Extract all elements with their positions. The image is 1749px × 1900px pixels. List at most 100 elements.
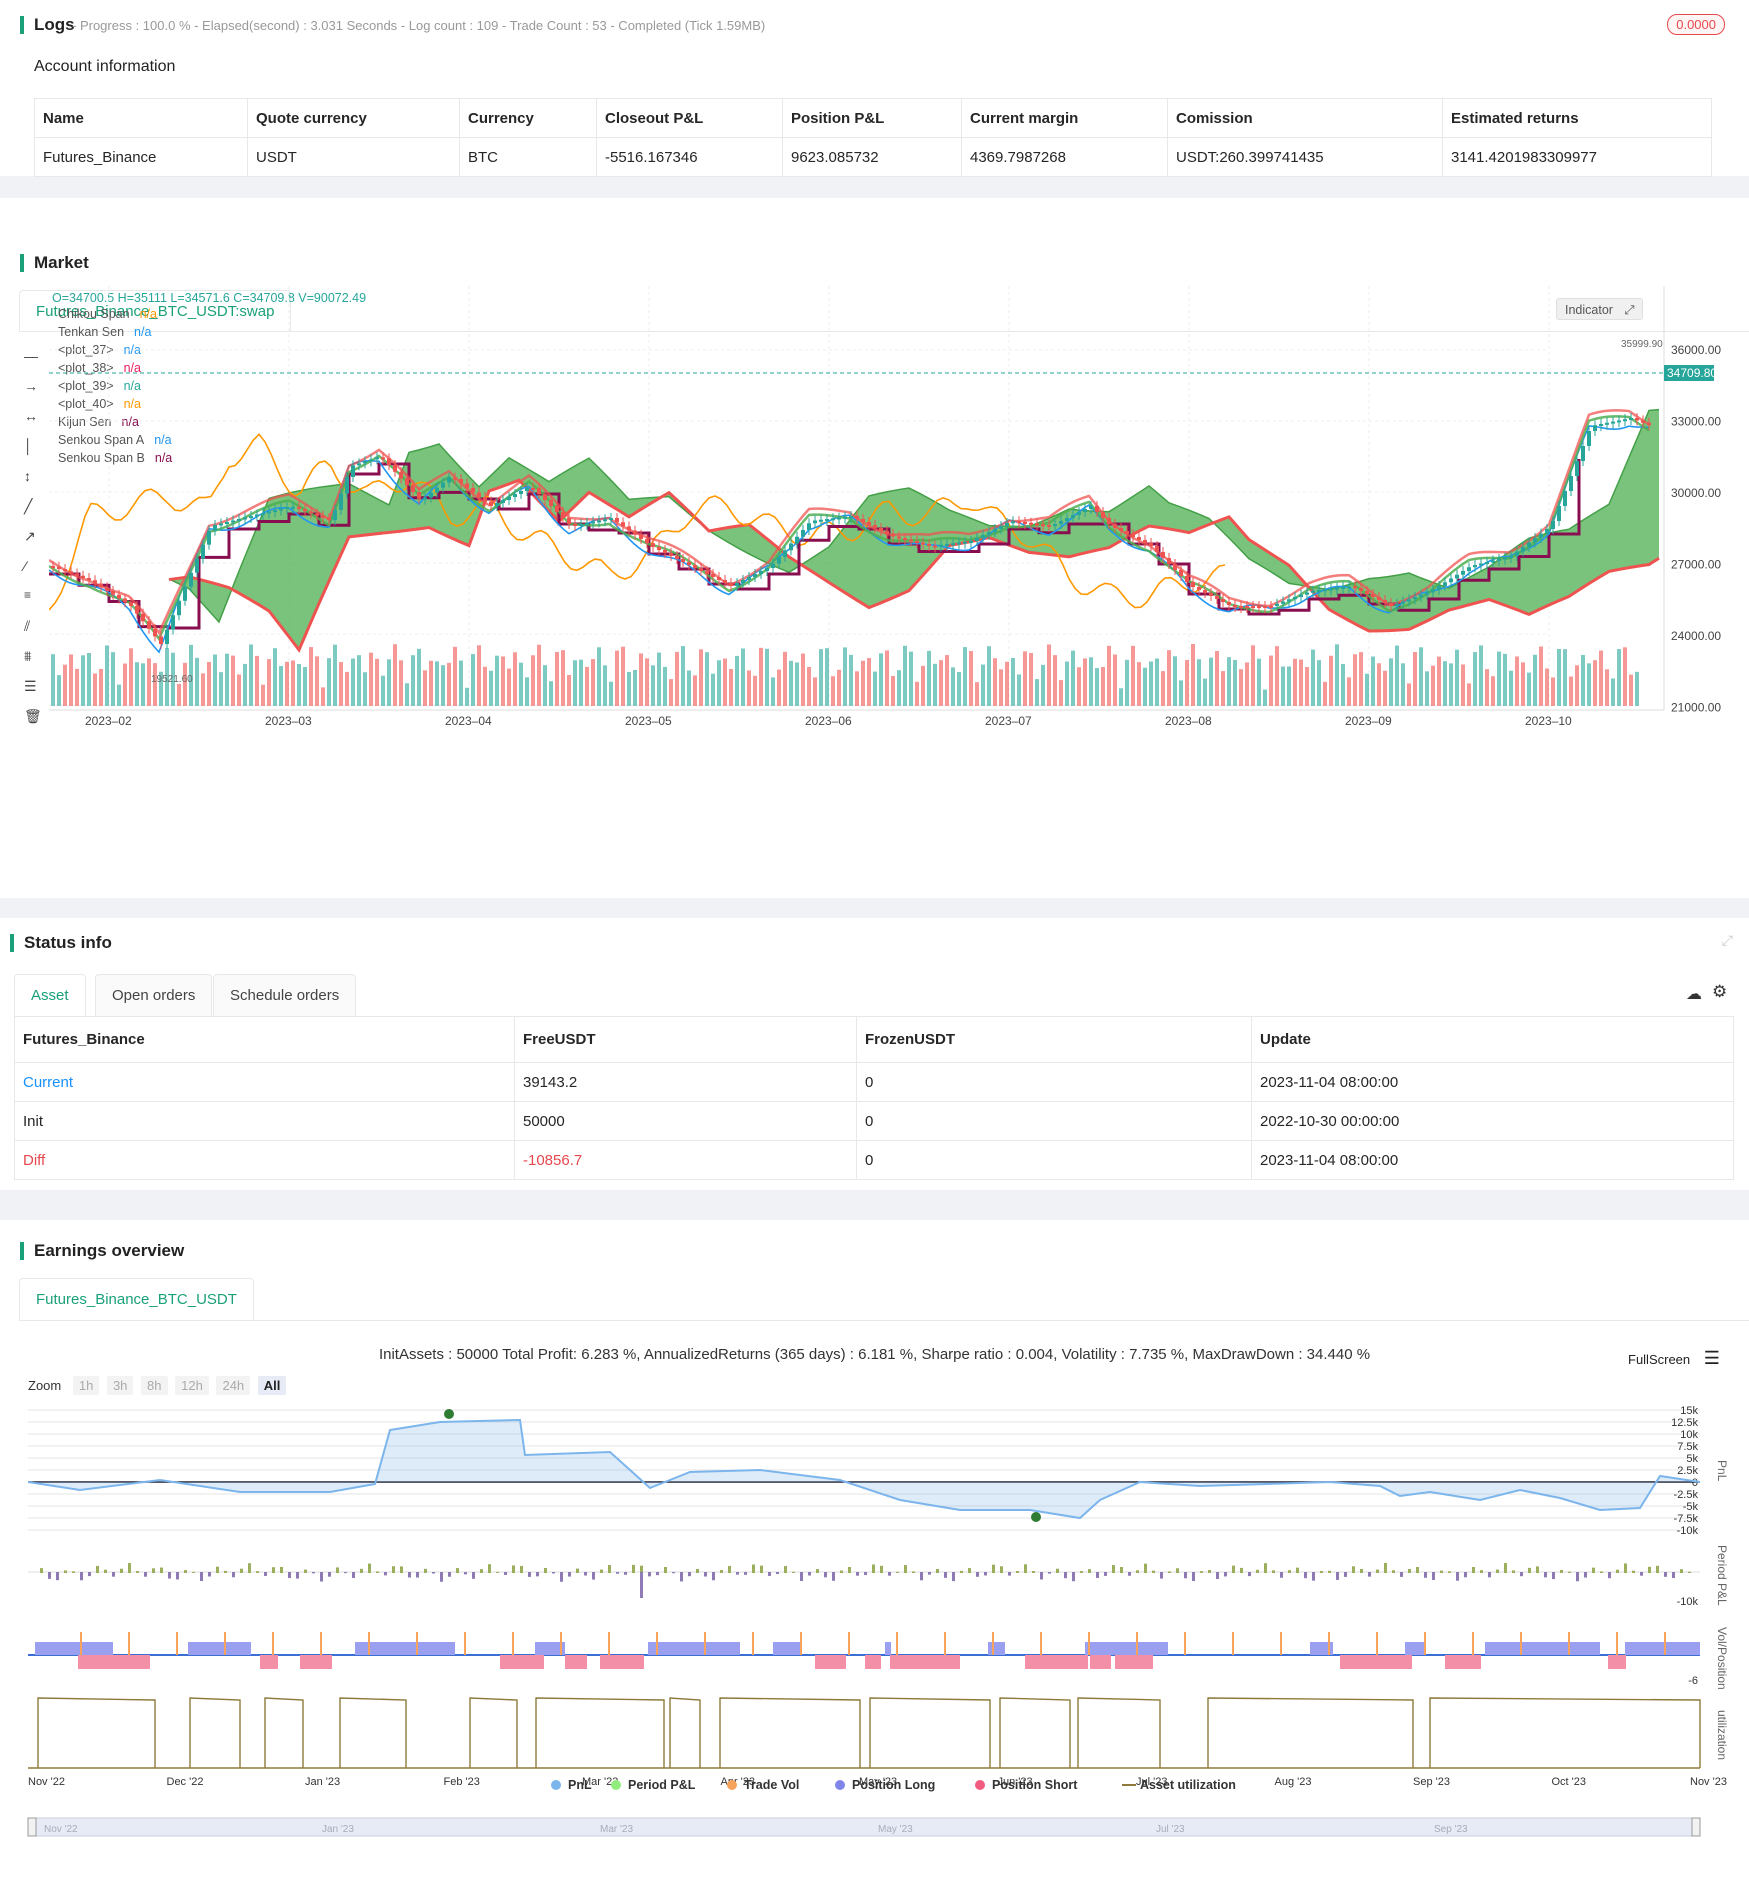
collapse-icon[interactable]: ⤢ [1721,932,1733,948]
parallel-channel-tool-icon[interactable]: ⫽ [24,618,31,634]
candle [1071,515,1075,518]
fullscreen-button[interactable]: FullScreen ☰ [1628,1348,1720,1369]
zoom-1h[interactable]: 1h [72,1376,100,1395]
expand-icon[interactable]: ⤢ [1624,303,1635,317]
volume-bar [195,657,199,706]
tab-schedule-orders[interactable]: Schedule orders [213,974,357,1016]
candle [459,479,463,484]
period-pnl-bar [1680,1569,1683,1573]
period-pnl-bar [360,1568,363,1573]
tab-earnings-symbol[interactable]: Futures_Binance_BTC_USDT [19,1278,254,1320]
volume-bar [1425,671,1429,706]
volume-bar [603,665,607,706]
tab-asset[interactable]: Asset [14,974,86,1016]
trade-vol-bar [896,1632,898,1655]
volume-bar [165,648,169,706]
candle [597,520,601,523]
period-pnl-bar [224,1570,227,1573]
ray-tool-icon[interactable]: ╱ [24,498,33,514]
candle [495,503,499,506]
volume-bar [303,667,307,706]
period-pnl-bar [72,1571,75,1573]
period-pnl-bar [752,1564,755,1573]
account-table: Name Quote currency Currency Closeout P&… [34,98,1712,177]
vertical-line-tool-icon[interactable]: │ [24,438,33,454]
period-pnl-bar [1336,1572,1339,1580]
tab-market-symbol[interactable]: Futures_Binance_BTC_USDT:swap [19,290,292,332]
candle [981,535,985,538]
candle [1305,592,1309,595]
cloud-download-icon[interactable]: ☁ [1686,986,1702,1003]
legend-label[interactable]: Position Long [852,1778,935,1792]
indicator-legend-item[interactable]: Kijun Sen n/a [58,415,172,433]
fib-channel-tool-icon[interactable]: ⩩ [24,648,32,664]
legend-label[interactable]: Trade Vol [744,1778,799,1792]
zoom-24h[interactable]: 24h [216,1376,251,1395]
candle [819,519,823,522]
th-quote: Quote currency [247,98,460,138]
trade-vol-bar [848,1632,850,1655]
y-axis-tick-label: 27000.00 [1671,558,1721,572]
candle [1563,491,1567,506]
legend-label[interactable]: Asset utilization [1140,1778,1236,1792]
volume-bar [399,660,403,706]
volume-bar [345,671,349,706]
cell-current: Current [14,1062,515,1102]
candlestick-chart[interactable]: 36000.00 33000.00 30000.00 27000.00 24000.00… [49,286,1749,846]
indicator-legend-item[interactable]: Tenkan Sen n/a [58,325,172,343]
period-pnl-bar [784,1566,787,1573]
volume-bar [609,681,613,706]
zoom-all[interactable]: All [257,1376,287,1395]
candle [1635,418,1639,421]
tab-open-orders[interactable]: Open orders [95,974,213,1016]
candle [507,497,511,500]
legend-label[interactable]: PnL [568,1778,592,1792]
volume-bar [1005,661,1009,706]
indicator-legend-item[interactable]: <plot_38> n/a [58,361,172,379]
candle [969,541,973,543]
cell: Futures_Binance [34,137,248,177]
indicator-legend-item[interactable]: <plot_40> n/a [58,397,172,415]
candle [1593,425,1597,431]
fib-retracement-tool-icon[interactable]: ☰ [24,678,37,694]
indicator-legend-item[interactable]: Senkou Span B n/a [58,451,172,469]
earnings-chart[interactable]: 15k12.5k10k7.5k5k2.5k0-2.5k-5k-7.5k-10kP… [0,1400,1749,1850]
indicator-button[interactable]: Indicator ⤢ [1556,298,1644,320]
period-pnl-bar [560,1572,563,1582]
price-range-tool-icon[interactable]: ≡ [24,588,32,602]
period-pnl-bar [200,1572,203,1582]
period-pnl-bar [88,1572,91,1577]
horizontal-line-tool-icon[interactable]: — [24,348,38,364]
volume-bar [1611,678,1615,706]
indicator-legend-item[interactable]: <plot_39> n/a [58,379,172,397]
vertical-ray-tool-icon[interactable]: ↕ [24,468,31,484]
zoom-12h[interactable]: 12h [175,1376,209,1395]
trend-line-tool-icon[interactable]: ↔ [24,408,38,424]
indicator-legend-item[interactable]: Chikou Span n/a [58,307,172,325]
candle [645,539,649,544]
gear-icon[interactable]: ⚙ [1712,982,1728,1001]
period-pnl-bar [968,1568,971,1573]
period-pnl-bar [176,1572,179,1580]
candle [1377,597,1381,600]
horizontal-ray-tool-icon[interactable]: → [24,378,38,394]
legend-label[interactable]: Position Short [992,1778,1078,1792]
volume-bar [75,668,79,706]
trade-vol-bar [368,1632,370,1655]
period-pnl-bar [624,1572,627,1575]
trash-icon[interactable]: 🗑 [24,708,42,724]
segment-tool-icon[interactable]: ∕ [24,558,27,574]
candle [147,621,151,629]
volume-bar [621,646,625,706]
volume-bar [207,661,211,706]
navigator-tick-label: Jan '23 [322,1824,354,1835]
menu-icon[interactable]: ☰ [1703,1348,1720,1368]
volume-bar [507,668,511,706]
indicator-legend-item[interactable]: Senkou Span A n/a [58,433,172,451]
volume-bar [1143,667,1147,706]
zoom-8h[interactable]: 8h [141,1376,168,1395]
period-pnl-bar [832,1572,835,1581]
zoom-3h[interactable]: 3h [106,1376,134,1395]
legend-label[interactable]: Period P&L [628,1778,696,1792]
extended-line-tool-icon[interactable]: ↗ [24,528,36,544]
